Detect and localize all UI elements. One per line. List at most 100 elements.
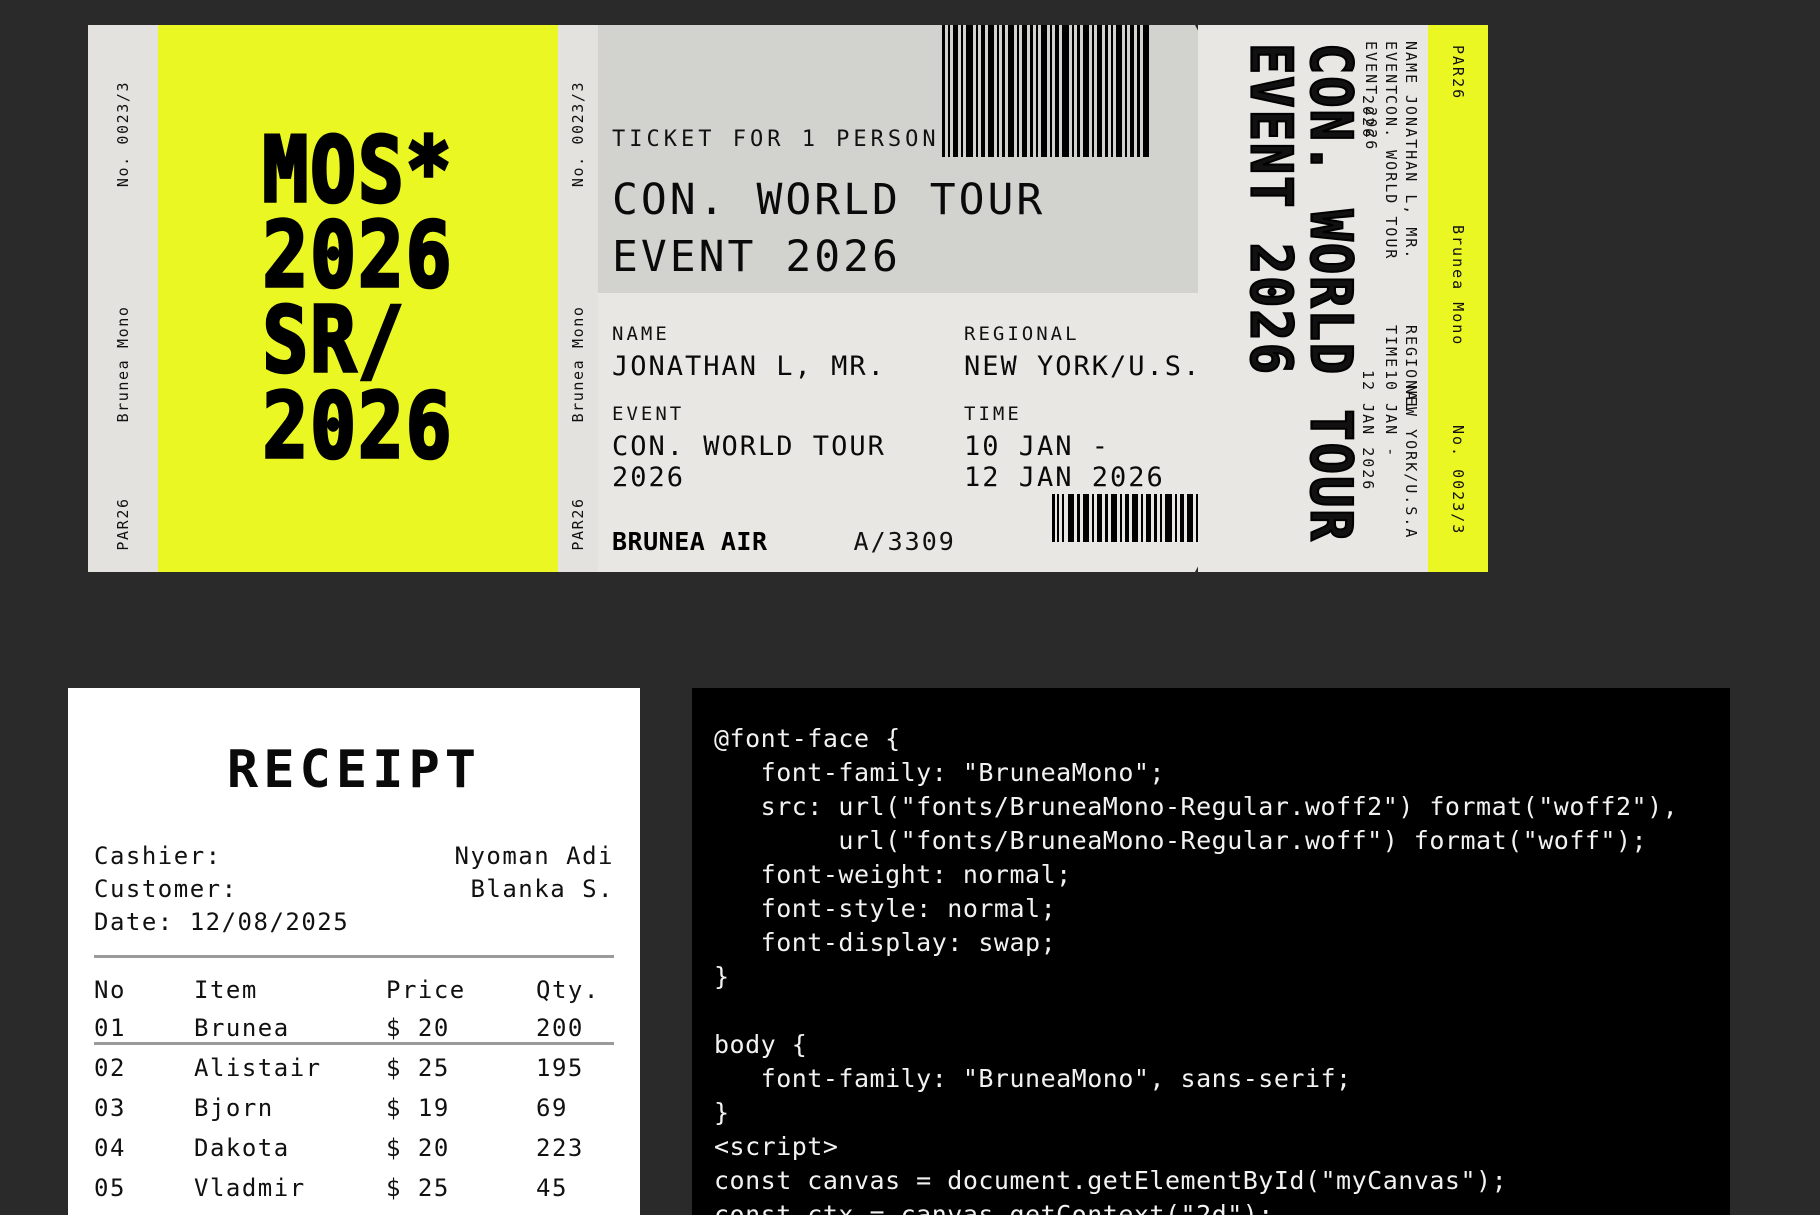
ticket-code-mid: PAR26	[569, 497, 587, 551]
pixel-line-1: MOS*	[261, 117, 454, 223]
stub-time-label-block: TIME	[1379, 325, 1402, 369]
ticket: No. 0023/3 Brunea Mono PAR26 MOS* 2026 S…	[88, 25, 1488, 572]
stub-event-value-block: CON. WORLD TOUR 2026	[1356, 95, 1403, 260]
ticket-left-rail: No. 0023/3 Brunea Mono PAR26	[88, 25, 158, 572]
receipt-cashier-value: Nyoman Adi	[454, 842, 614, 870]
table-row: 01 Brunea $ 20 200	[94, 1008, 614, 1048]
stub-number: No. 0023/3	[1449, 425, 1467, 536]
receipt-customer-value: Blanka S.	[470, 875, 614, 904]
stub-big-title-1: CON. WORLD TOUR	[1296, 42, 1364, 544]
stub-name-block: NAME	[1399, 41, 1422, 85]
ticket-fontname-left: Brunea Mono	[114, 305, 132, 423]
stub-event-value: CON. WORLD TOUR 2026	[1358, 95, 1400, 261]
event-label: EVENT	[612, 402, 685, 425]
ticket-fields-left: NAME JONATHAN L, MR. EVENT CON. WORLD TO…	[612, 323, 964, 514]
cell-qty: 223	[536, 1134, 584, 1163]
cell-qty: 200	[536, 1014, 584, 1043]
cell-qty: 69	[536, 1094, 568, 1123]
receipt-title: RECEIPT	[226, 740, 482, 800]
receipt-divider-top	[94, 955, 614, 959]
cell-no: 06	[94, 1208, 194, 1215]
stub-event-label: EVENT	[1382, 41, 1400, 97]
ticket-stub: NAME JONATHAN L, MR. EVENT CON. WORLD TO…	[1198, 25, 1488, 572]
ticket-header-block: TICKET FOR 1 PERSON CON. WORLD TOUR EVEN…	[598, 25, 1264, 293]
cell-item: Slackers	[194, 1208, 386, 1215]
regional-label: REGIONAL	[964, 323, 1080, 345]
ticket-fields: NAME JONATHAN L, MR. EVENT CON. WORLD TO…	[598, 293, 1264, 514]
stub-code: PAR26	[1449, 45, 1467, 101]
col-no: No	[94, 976, 126, 1005]
receipt-table: No Item Price Qty. 01 Brunea $ 20 200 02 Alis…	[94, 972, 614, 1215]
col-price: Price	[386, 976, 466, 1005]
receipt-date-row: Date: 12/08/2025	[94, 906, 614, 939]
ticket-fontname-mid: Brunea Mono	[569, 305, 587, 423]
cell-item: Dakota	[194, 1134, 290, 1163]
stub-time-label: TIME	[1382, 325, 1400, 370]
receipt-cashier-label: Cashier:	[94, 842, 222, 870]
time-label: TIME	[964, 402, 1022, 425]
stub-fontname: Brunea Mono	[1449, 225, 1467, 347]
pixel-line-4: 2026	[261, 373, 454, 479]
cell-price: $ 25	[386, 1054, 450, 1083]
time-value: 10 JAN - 12 JAN 2026	[964, 430, 1165, 494]
table-row: 06Slackers$ 1550	[94, 1208, 614, 1215]
cell-price: $ 20	[386, 1134, 450, 1163]
cell-item: Vladmir	[194, 1174, 306, 1203]
cell-price: $ 20	[386, 1014, 450, 1043]
cell-item: Alistair	[194, 1054, 322, 1083]
stub-regional-value-block: NEW YORK/U.S.A	[1399, 385, 1422, 539]
pixel-line-3: SR/	[261, 287, 406, 393]
cell-no: 01	[94, 1014, 126, 1043]
cell-item: Brunea	[194, 1014, 290, 1043]
stub-name-label: NAME	[1402, 41, 1420, 86]
ticket-body: TICKET FOR 1 PERSON CON. WORLD TOUR EVEN…	[598, 25, 1264, 572]
name-label: NAME	[612, 323, 670, 345]
cell-qty: 45	[536, 1174, 568, 1203]
cell-price: $ 19	[386, 1094, 450, 1123]
stub-event-year-block: EVENT 2026	[1359, 41, 1382, 151]
table-row: 03 Bjorn $ 19 69	[94, 1088, 614, 1128]
stub-regional-value: NEW YORK/U.S.A	[1402, 385, 1420, 540]
cell-item: Bjorn	[194, 1094, 274, 1123]
airline-brand: BRUNEA AIR	[612, 527, 768, 556]
ticket-headline-line1: CON. WORLD TOUR	[612, 175, 1046, 225]
ticket-kicker: TICKET FOR 1 PERSON	[612, 127, 940, 152]
stub-big-title-line1: CON. WORLD TOUR	[1296, 42, 1364, 544]
stub-columns: NAME JONATHAN L, MR. EVENT CON. WORLD TO…	[1198, 25, 1428, 572]
cell-no: 03	[94, 1094, 126, 1123]
receipt-table-header: No Item Price Qty.	[94, 972, 614, 1008]
stub-big-title-2: EVENT 2026	[1236, 42, 1304, 377]
stub-regional-label-block: REGIONAL	[1399, 325, 1422, 413]
stub-name-value: JONATHAN L, MR.	[1402, 95, 1420, 261]
ticket-footer: BRUNEA AIR A/3309	[612, 494, 1264, 556]
col-qty: Qty.	[536, 976, 600, 1005]
pixel-line-2: 2026	[261, 202, 454, 308]
stub-yellow-strip: PAR26 Brunea Mono No. 0023/3	[1428, 25, 1488, 572]
cell-qty: 195	[536, 1054, 584, 1083]
receipt-customer-label: Customer:	[94, 875, 238, 904]
receipt-card: RECEIPT Cashier: Nyoman Adi Customer: Bl…	[68, 688, 640, 1215]
barcode-top-icon	[942, 25, 1149, 157]
table-row: 02 Alistair $ 25 195	[94, 1048, 614, 1088]
cell-no: 04	[94, 1134, 126, 1163]
table-row: 04 Dakota $ 20 223	[94, 1128, 614, 1168]
table-row: 05 Vladmir $ 25 45	[94, 1168, 614, 1208]
stub-regional-label: REGIONAL	[1402, 325, 1420, 414]
regional-value: NEW YORK/U.S.A	[964, 351, 1220, 382]
ticket-second-rail: No. 0023/3 Brunea Mono PAR26	[558, 25, 598, 572]
cell-no: 05	[94, 1174, 126, 1203]
receipt-customer-row: Customer: Blanka S.	[94, 873, 614, 906]
cell-price: $ 25	[386, 1174, 450, 1203]
cell-price: $ 15	[386, 1208, 536, 1215]
code-panel: @font-face { font-family: "BruneaMono"; …	[692, 688, 1730, 1215]
pixel-display-title: MOS* 2026 SR/ 2026	[261, 117, 454, 479]
ticket-code-left: PAR26	[114, 497, 132, 551]
ticket-fields-right: REGIONAL NEW YORK/U.S.A TIME 10 JAN - 12…	[964, 323, 1264, 514]
ticket-number-mid: No. 0023/3	[569, 80, 587, 188]
flight-code: A/3309	[853, 527, 956, 556]
stub-time-value: 10 JAN - 12 JAN 2026	[1358, 370, 1400, 492]
stub-event-label-block: EVENT	[1379, 41, 1402, 96]
ticket-main: No. 0023/3 Brunea Mono PAR26 MOS* 2026 S…	[88, 25, 1264, 572]
event-value: CON. WORLD TOUR 2026	[612, 430, 886, 494]
